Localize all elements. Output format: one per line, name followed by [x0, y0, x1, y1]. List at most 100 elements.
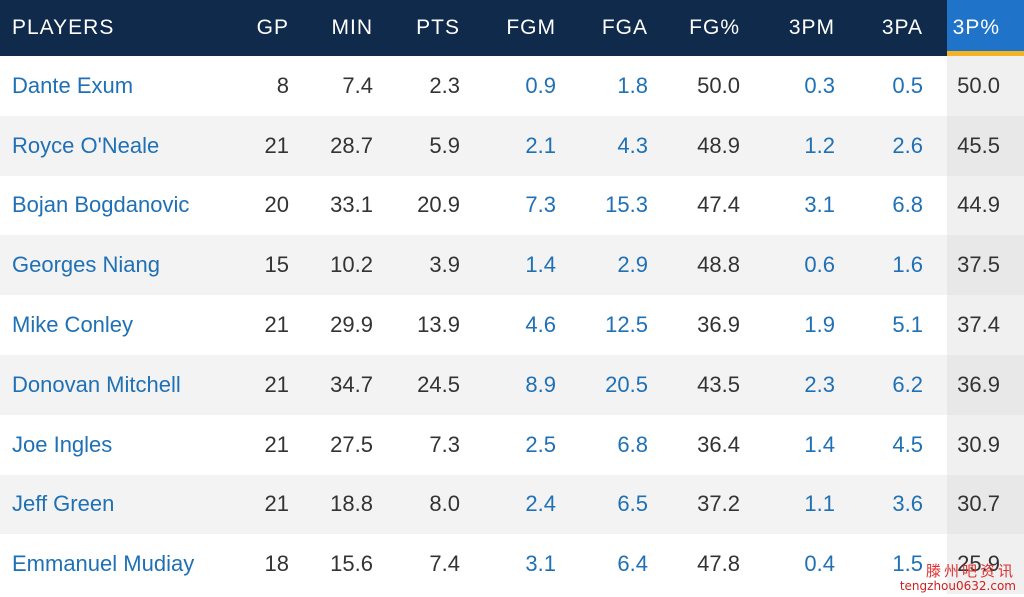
- fga-link[interactable]: 20.5: [580, 354, 672, 415]
- 3pm-link[interactable]: 1.1: [764, 474, 859, 535]
- fg-pct-cell: 47.4: [697, 192, 740, 218]
- player-name-link[interactable]: Joe Ingles: [12, 431, 113, 457]
- 3pa-link[interactable]: 6.2: [859, 354, 947, 415]
- 3p-pct-cell: 45.5: [947, 115, 1024, 176]
- table-row: Bojan Bogdanovic 20 33.1 20.9 7.3 15.3 47.4 3.1…: [0, 175, 1024, 236]
- player-name-link[interactable]: Dante Exum: [12, 72, 134, 98]
- table-row: Joe Ingles 21 27.5 7.3 2.5 6.8 36.4 1.4 4.5 30.9: [0, 414, 1024, 475]
- 3pm-link[interactable]: 0.6: [764, 235, 859, 296]
- fga-link[interactable]: 6.4: [617, 551, 648, 577]
- fgm-link[interactable]: 4.6: [525, 312, 556, 338]
- table-row: Royce O'Neale 21 28.7 5.9 2.1 4.3 48.9 1.2 2.6 45…: [0, 115, 1024, 176]
- gp-cell: 8: [276, 72, 289, 98]
- pts-cell: 3.9: [397, 235, 484, 296]
- player-name-link[interactable]: Royce O'Neale: [0, 115, 235, 176]
- column-header-fgm[interactable]: FGM: [506, 16, 556, 39]
- gp-cell: 21: [264, 431, 289, 457]
- 3pa-link[interactable]: 1.6: [859, 235, 947, 296]
- min-cell: 34.7: [313, 354, 397, 415]
- fga-link[interactable]: 4.3: [580, 115, 672, 176]
- 3p-pct-cell: 36.9: [947, 354, 1024, 415]
- pts-cell: 24.5: [397, 354, 484, 415]
- 3pa-link[interactable]: 6.8: [892, 192, 923, 218]
- fgm-link[interactable]: 7.3: [525, 192, 556, 218]
- column-header-3pm[interactable]: 3PM: [788, 16, 835, 39]
- fgm-link[interactable]: 2.1: [484, 115, 580, 176]
- fga-link[interactable]: 1.8: [617, 72, 648, 98]
- min-cell: 33.1: [330, 192, 373, 218]
- pts-cell: 13.9: [417, 312, 460, 338]
- fgm-link[interactable]: 0.9: [525, 72, 556, 98]
- column-header-3p-pct-sorted[interactable]: 3P%: [947, 0, 1024, 56]
- pts-cell: 7.3: [429, 431, 460, 457]
- player-name-link[interactable]: Mike Conley: [12, 312, 134, 338]
- fgm-link[interactable]: 3.1: [525, 551, 556, 577]
- column-header-gp[interactable]: GP: [256, 16, 289, 39]
- player-name-link[interactable]: Georges Niang: [0, 235, 235, 296]
- player-name-link[interactable]: Donovan Mitchell: [0, 354, 235, 415]
- fga-link[interactable]: 6.8: [617, 431, 648, 457]
- 3pm-link[interactable]: 2.3: [764, 354, 859, 415]
- 3p-pct-cell: 30.9: [947, 414, 1024, 475]
- table-row: Dante Exum 8 7.4 2.3 0.9 1.8 50.0 0.3 0.5 50.0: [0, 56, 1024, 116]
- 3pa-link[interactable]: 5.1: [892, 312, 923, 338]
- 3pa-link[interactable]: 1.5: [892, 551, 923, 577]
- fga-link[interactable]: 2.9: [580, 235, 672, 296]
- table-row: Georges Niang 15 10.2 3.9 1.4 2.9 48.8 0.6 1.6 37…: [0, 235, 1024, 296]
- gp-cell: 21: [235, 474, 313, 535]
- player-name-link[interactable]: Jeff Green: [0, 474, 235, 535]
- pts-cell: 20.9: [417, 192, 460, 218]
- 3p-pct-cell: 37.5: [947, 235, 1024, 296]
- 3pm-link[interactable]: 3.1: [804, 192, 835, 218]
- 3pm-link[interactable]: 0.4: [804, 551, 835, 577]
- column-header-fga[interactable]: FGA: [601, 16, 648, 39]
- 3pa-link[interactable]: 2.6: [859, 115, 947, 176]
- watermark: 滕州吧资讯 tengzhou0632.com: [900, 563, 1016, 593]
- column-header-fg-pct[interactable]: FG%: [689, 16, 740, 39]
- fgm-link[interactable]: 2.5: [525, 431, 556, 457]
- pts-cell: 2.3: [429, 72, 460, 98]
- 3p-pct-cell: 25.9: [947, 534, 1024, 595]
- min-cell: 15.6: [330, 551, 373, 577]
- 3p-pct-cell: 44.9: [947, 175, 1024, 236]
- 3pa-link[interactable]: 3.6: [859, 474, 947, 535]
- column-header-min[interactable]: MIN: [331, 16, 373, 39]
- 3pa-link[interactable]: 0.5: [892, 72, 923, 98]
- 3p-pct-cell: 37.4: [947, 295, 1024, 355]
- fgm-link[interactable]: 2.4: [484, 474, 580, 535]
- fga-link[interactable]: 15.3: [605, 192, 648, 218]
- fga-link[interactable]: 6.5: [580, 474, 672, 535]
- fgm-link[interactable]: 1.4: [484, 235, 580, 296]
- 3pm-link[interactable]: 1.9: [804, 312, 835, 338]
- fga-link[interactable]: 12.5: [605, 312, 648, 338]
- column-header-pts[interactable]: PTS: [416, 16, 460, 39]
- gp-cell: 21: [264, 312, 289, 338]
- player-name-link[interactable]: Emmanuel Mudiay: [12, 551, 195, 577]
- column-header-3pa[interactable]: 3PA: [881, 16, 923, 39]
- fg-pct-cell: 36.9: [697, 312, 740, 338]
- min-cell: 28.7: [313, 115, 397, 176]
- table-row: Jeff Green 21 18.8 8.0 2.4 6.5 37.2 1.1 3.6 30.7: [0, 474, 1024, 535]
- fg-pct-cell: 50.0: [697, 72, 740, 98]
- fg-pct-cell: 47.8: [697, 551, 740, 577]
- gp-cell: 21: [235, 354, 313, 415]
- header-row: PLAYERS GP MIN PTS FGM FGA FG% 3PM 3PA 3…: [0, 0, 1024, 56]
- 3pa-link[interactable]: 4.5: [892, 431, 923, 457]
- fg-pct-cell: 48.9: [672, 115, 764, 176]
- 3pm-link[interactable]: 1.4: [804, 431, 835, 457]
- fg-pct-cell: 37.2: [672, 474, 764, 535]
- fg-pct-cell: 43.5: [672, 354, 764, 415]
- gp-cell: 21: [235, 115, 313, 176]
- watermark-text: 滕州吧资讯: [925, 562, 1016, 581]
- player-name-link[interactable]: Bojan Bogdanovic: [12, 192, 190, 218]
- column-header-players[interactable]: PLAYERS: [12, 16, 115, 39]
- fgm-link[interactable]: 8.9: [484, 354, 580, 415]
- 3p-pct-cell: 50.0: [947, 56, 1024, 116]
- min-cell: 18.8: [313, 474, 397, 535]
- min-cell: 27.5: [330, 431, 373, 457]
- 3pm-link[interactable]: 0.3: [804, 72, 835, 98]
- 3p-pct-cell: 30.7: [947, 474, 1024, 535]
- 3pm-link[interactable]: 1.2: [764, 115, 859, 176]
- fg-pct-cell: 36.4: [697, 431, 740, 457]
